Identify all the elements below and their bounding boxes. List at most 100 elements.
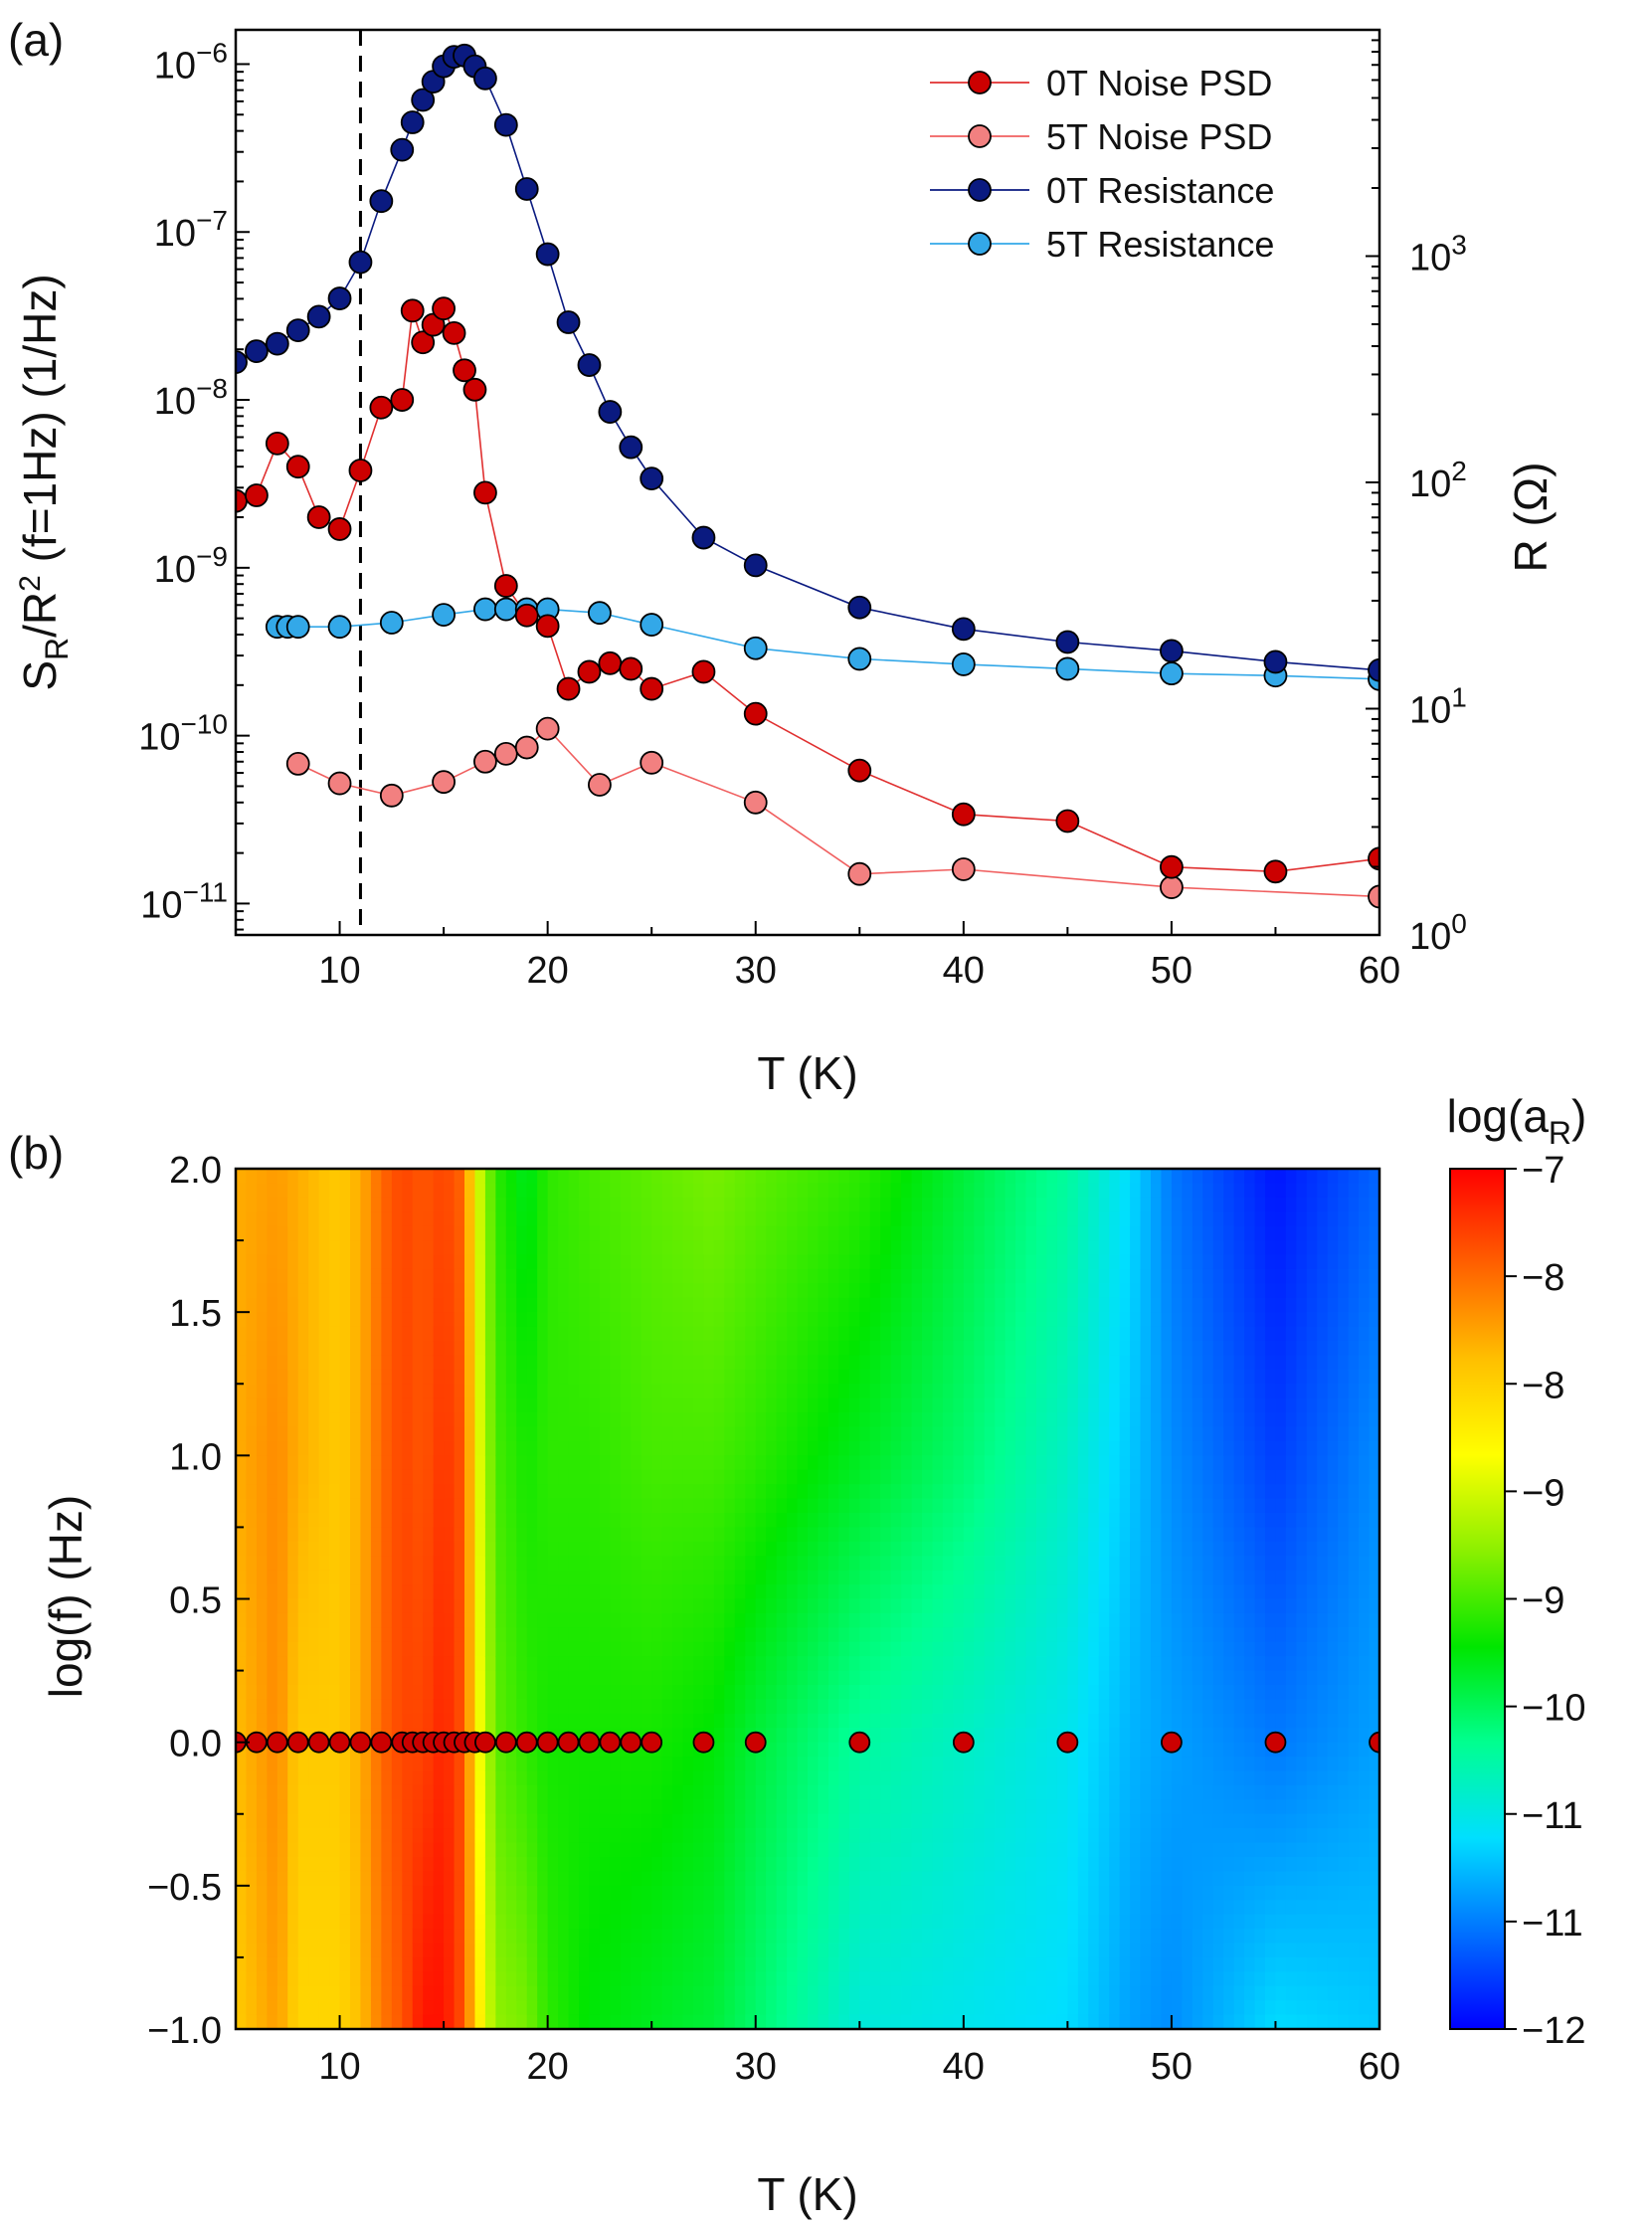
heatmap-cell: [838, 1598, 850, 1614]
heatmap-cell: [693, 1627, 705, 1643]
heatmap-cell: [547, 1326, 559, 1342]
heatmap-cell: [818, 1455, 829, 1471]
heatmap-cell: [827, 1484, 839, 1500]
heatmap-cell: [589, 1498, 601, 1514]
heatmap-cell: [745, 1612, 757, 1628]
heatmap-cell: [682, 1369, 694, 1385]
heatmap-cell: [370, 1513, 382, 1529]
heatmap-cell: [423, 1929, 435, 1945]
heatmap-cell: [713, 1799, 725, 1815]
heatmap-cell: [755, 1670, 767, 1686]
heatmap-cell: [963, 1527, 975, 1543]
heatmap-cell: [505, 1584, 517, 1600]
heatmap-cell: [516, 1541, 528, 1557]
heatmap-cell: [974, 1885, 986, 1901]
heatmap-cell: [880, 1929, 892, 1945]
heatmap-cell: [350, 1341, 362, 1357]
heatmap-cell: [474, 1240, 486, 1256]
heatmap-cell: [454, 1412, 465, 1428]
heatmap-cell: [682, 1498, 694, 1514]
heatmap-cell: [599, 1871, 611, 1887]
heatmap-cell: [651, 1813, 663, 1829]
heatmap-cell: [412, 1469, 424, 1485]
heatmap-cell: [631, 1169, 642, 1185]
heatmap-cell: [474, 2014, 486, 2029]
heatmap-cell: [589, 1799, 601, 1815]
heatmap-cell: [641, 1426, 652, 1442]
heatmap-cell: [797, 1240, 809, 1256]
heatmap-cell: [1015, 1527, 1027, 1543]
heatmap-cell: [276, 1183, 288, 1199]
heatmap-cell: [787, 1369, 799, 1385]
heatmap-cell: [901, 1971, 913, 1987]
heatmap-cell: [391, 1612, 403, 1628]
heatmap-cell: [682, 1584, 694, 1600]
heatmap-cell: [880, 1612, 892, 1628]
heatmap-cell: [984, 1254, 996, 1270]
heatmap-cell: [724, 1570, 736, 1585]
heatmap-cell: [1046, 1469, 1058, 1485]
heatmap-cell: [631, 1240, 642, 1256]
heatmap-cell: [745, 2014, 757, 2029]
heatmap-cell: [734, 1513, 746, 1529]
heatmap-cell: [797, 1871, 809, 1887]
heatmap-cell: [766, 1842, 778, 1858]
heatmap-cell: [589, 1929, 601, 1945]
heatmap-cell: [932, 1469, 944, 1485]
heatmap-cell: [808, 1469, 820, 1485]
heatmap-cell: [631, 1268, 642, 1284]
heatmap-cell: [869, 1197, 881, 1212]
heatmap-cell: [838, 1971, 850, 1987]
heatmap-cell: [787, 1225, 799, 1241]
heatmap-cell: [620, 1326, 632, 1342]
heatmap-cell: [495, 1641, 507, 1657]
heatmap-cell: [568, 1484, 580, 1500]
heatmap-cell: [734, 2014, 746, 2029]
heatmap-cell: [381, 1971, 393, 1987]
heatmap-cell: [661, 1799, 673, 1815]
heatmap-cell: [1025, 1254, 1037, 1270]
heatmap-cell: [568, 1885, 580, 1901]
heatmap-cell: [610, 1254, 622, 1270]
heatmap-cell: [620, 1225, 632, 1241]
heatmap-cell: [297, 1570, 309, 1585]
heatmap-cell: [484, 1627, 496, 1643]
heatmap-cell: [412, 1757, 424, 1772]
heatmap-cell: [745, 1369, 757, 1385]
heatmap-cell: [276, 1197, 288, 1212]
heatmap-cell: [267, 1770, 278, 1786]
heatmap-cell: [963, 1412, 975, 1428]
heatmap-cell: [808, 1412, 820, 1428]
heatmap-cell: [381, 1211, 393, 1227]
heatmap-cell: [610, 1541, 622, 1557]
heatmap-cell: [755, 1943, 767, 1958]
heatmap-cell: [984, 1971, 996, 1987]
heatmap-cell: [236, 1326, 248, 1342]
x-tick-label: 20: [526, 950, 568, 992]
heatmap-cell: [276, 1513, 288, 1529]
heatmap-cell: [610, 1943, 622, 1958]
heatmap-cell: [505, 1197, 517, 1212]
heatmap-cell: [890, 1900, 902, 1916]
heatmap-cell: [1046, 1956, 1058, 1972]
heatmap-cell: [444, 1440, 456, 1456]
heatmap-cell: [641, 1885, 652, 1901]
heatmap-cell: [412, 1369, 424, 1385]
heatmap-cell: [755, 1929, 767, 1945]
heatmap-cell: [297, 1598, 309, 1614]
heatmap-cell: [859, 1570, 871, 1585]
heatmap-cell: [911, 1341, 923, 1357]
heatmap-cell: [922, 1527, 934, 1543]
heatmap-cell: [423, 1556, 435, 1572]
heatmap-cell: [631, 1484, 642, 1500]
heatmap-cell: [776, 1857, 788, 1873]
heatmap-cell: [963, 1556, 975, 1572]
heatmap-cell: [484, 1312, 496, 1328]
heatmap-cell: [724, 1197, 736, 1212]
heatmap-cell: [641, 1369, 652, 1385]
heatmap-cell: [297, 2014, 309, 2029]
heatmap-cell: [880, 1312, 892, 1328]
heatmap-cell: [963, 1914, 975, 1930]
heatmap-cell: [599, 1670, 611, 1686]
heatmap-cell: [1005, 1211, 1016, 1227]
